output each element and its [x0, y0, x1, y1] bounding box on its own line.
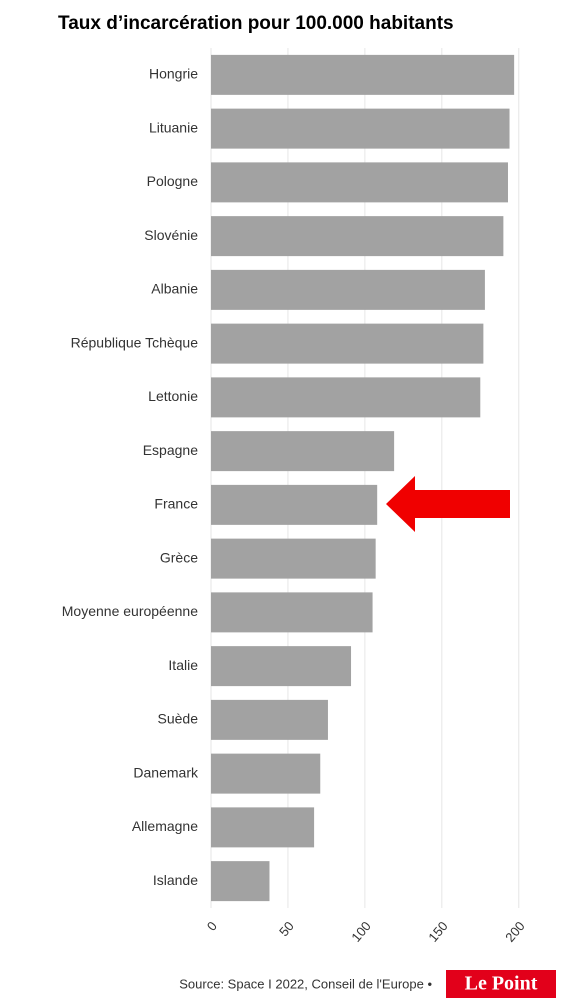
bar	[211, 484, 378, 525]
y-tick-label: Italie	[168, 657, 198, 673]
logo: Le Point	[465, 973, 538, 995]
bar	[211, 216, 504, 257]
source: Source: Space I 2022, Conseil de l'Europ…	[179, 976, 432, 991]
x-tick-label: 100	[348, 918, 373, 944]
bar	[211, 108, 510, 149]
bar	[211, 861, 270, 902]
y-tick-label: Islande	[153, 872, 198, 888]
bar	[211, 699, 328, 740]
y-tick-label: Lettonie	[148, 388, 198, 404]
logo-box	[446, 970, 556, 998]
bar	[211, 431, 395, 472]
y-tick-label: Allemagne	[132, 818, 198, 834]
x-tick-label: 0	[204, 918, 220, 933]
plot: 0 50 100 150 200 Hongrie Lituanie Pologne Slovén…	[62, 48, 528, 945]
y-tick-label: Lituanie	[149, 119, 198, 135]
y-tick-label: Pologne	[147, 173, 199, 189]
bar	[211, 538, 376, 579]
x-tick-label: 200	[502, 918, 527, 944]
arrow	[386, 476, 510, 532]
y-tick-label: Espagne	[143, 442, 198, 458]
bar	[211, 162, 508, 203]
y-tick-label: Moyenne européenne	[62, 603, 198, 619]
y-tick-label: Hongrie	[149, 66, 198, 82]
bar	[211, 753, 321, 794]
x-tick-label: 50	[276, 918, 297, 939]
bar	[211, 377, 481, 418]
bar	[211, 269, 485, 310]
y-tick-label: République Tchèque	[71, 334, 199, 350]
bar	[211, 646, 352, 687]
y-tick-label: Albanie	[151, 281, 198, 297]
bar	[211, 54, 515, 95]
bar	[211, 807, 315, 848]
bar	[211, 323, 484, 364]
y-tick-label: Suède	[158, 711, 199, 727]
y-tick-label: Grèce	[160, 549, 198, 565]
y-tick-label: France	[154, 496, 198, 512]
x-tick-label: 150	[425, 918, 450, 944]
y-tick-label: Slovénie	[144, 227, 198, 243]
bar	[211, 592, 373, 633]
chart-title: Taux d’incarcération pour 100.000 habita…	[58, 13, 454, 34]
y-tick-label: Danemark	[133, 764, 199, 780]
